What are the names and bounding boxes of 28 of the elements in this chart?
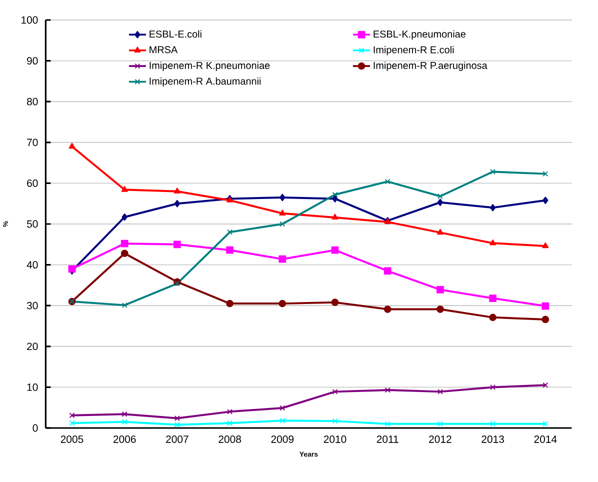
legend-label: Imipenem-R P.aeruginosa: [374, 62, 488, 71]
y-tick-label: 80: [26, 98, 38, 106]
y-tick-label: 50: [26, 220, 38, 228]
y-tick-label: 70: [27, 138, 38, 146]
legend-label: Imipenem-R E.coli: [374, 46, 454, 56]
legend-label: ESBL-E.coli: [150, 30, 202, 38]
legend-label: ESBL-K.pneumoniae: [374, 30, 466, 40]
x-tick-label: 2013: [482, 436, 504, 443]
legend-label: Imipenem-R K.pneumoniae: [150, 62, 270, 71]
x-tick-label: 2014: [534, 436, 557, 443]
x-tick-label: 2007: [166, 436, 188, 443]
y-tick-label: 90: [27, 57, 38, 65]
y-tick-label: 100: [22, 16, 38, 24]
x-tick-label: 2010: [324, 436, 346, 443]
legend-label: MRSA: [150, 46, 178, 54]
y-tick-label: 10: [27, 384, 38, 391]
x-tick-label: 2008: [218, 436, 241, 443]
x-tick-label: 2006: [113, 436, 136, 443]
y-tick-label: 20: [27, 342, 38, 350]
y-tick-label: 30: [26, 302, 38, 310]
y-tick-label: 40: [26, 261, 38, 269]
y-tick-label: 0: [32, 424, 38, 432]
x-tick-label: 2009: [271, 436, 294, 443]
x-tick-label: 2005: [60, 436, 84, 443]
x-tick-label: 2012: [429, 436, 452, 443]
legend-label: Imipenem-R A.baumannii: [150, 77, 261, 87]
x-tick-label: 2011: [376, 436, 398, 443]
y-tick-label: 60: [27, 180, 38, 187]
